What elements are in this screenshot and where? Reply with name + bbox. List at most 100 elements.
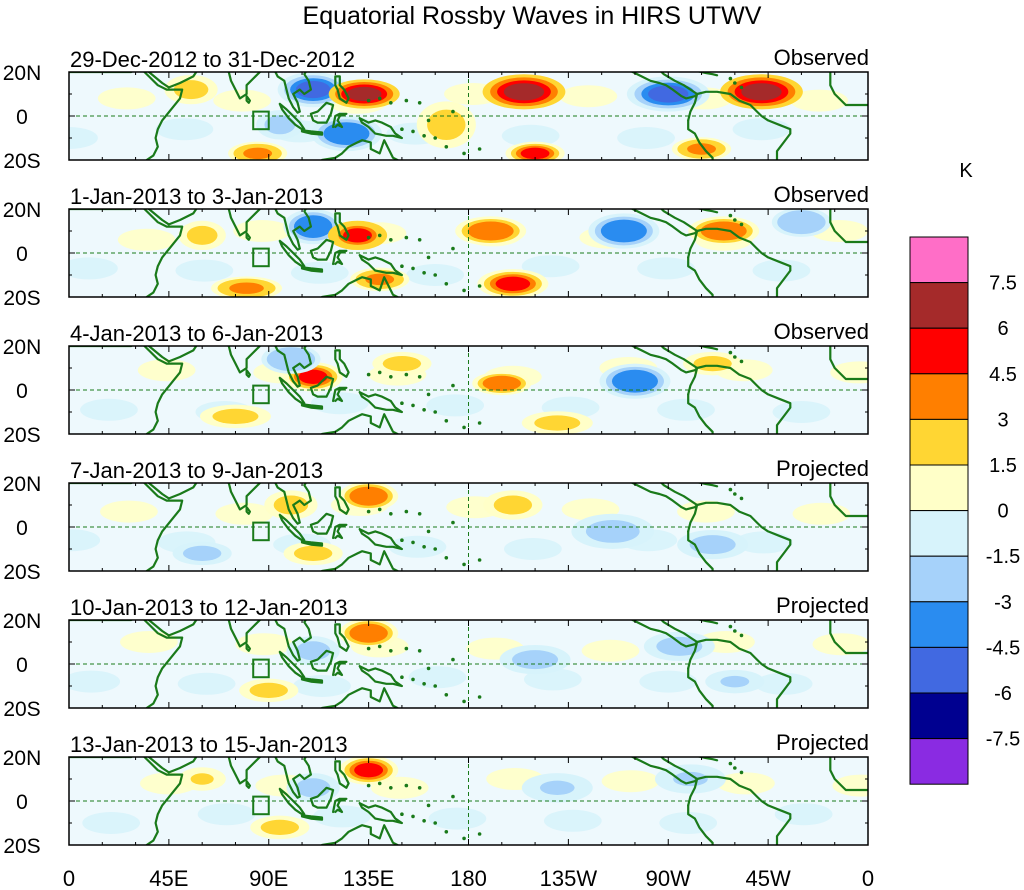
latitude-label: 20N [3,62,42,85]
island-marker [417,101,422,105]
colorbar-swatch [909,327,969,375]
panel-status-label: Observed [774,319,869,344]
colorbar-level-label: 0 [997,501,1008,523]
anomaly-contour [501,124,560,147]
coastline [696,227,792,297]
coastline [300,403,324,410]
anomaly-contour [310,392,369,415]
island-marker [739,770,744,775]
positive-anomaly [741,83,782,101]
island-marker [417,649,422,653]
coastline [696,638,792,708]
coastline [687,503,699,533]
coastline [336,335,338,342]
coastline [245,780,251,789]
positive-anomaly [487,377,517,390]
anomaly-contour [197,803,256,826]
positive-anomaly [431,113,461,137]
island-marker [404,98,409,103]
panel-date-range: 10-Jan-2013 to 12-Jan-2013 [70,595,348,620]
island-marker [417,512,422,516]
negative-anomaly [300,643,327,658]
coastline [309,649,335,672]
reference-box [252,110,270,131]
colorbar-legend: K 7.5 6 4.5 3 1.5 0 -1.5 -3 -4.5 -6 -7.5 [909,160,1020,785]
anomaly-contour [637,257,695,280]
anomaly-contour [100,500,158,523]
island-marker [451,520,455,525]
island-marker [417,375,422,379]
island-marker [477,284,482,288]
colorbar-swatch [909,510,969,557]
coastline [69,346,184,434]
coastline [274,483,312,525]
coastline [245,232,251,241]
island-marker [422,271,426,275]
island-marker [462,836,466,841]
positive-anomaly [243,147,273,160]
island-marker [426,666,431,671]
map-panel-4: 20N 0 20S 7-Jan-2013 to 9-Jan-2013 Projected [3,456,869,584]
coastline [630,483,699,511]
negative-anomaly [592,522,633,540]
latitude-label: 20S [3,287,40,310]
panel-status-label: Projected [776,730,869,755]
latitude-label: 20N [3,610,42,633]
coastline [687,640,699,670]
island-marker [444,556,449,560]
positive-anomaly [254,684,284,697]
coastline [146,757,198,774]
island-marker [739,359,744,364]
island-marker [739,633,744,638]
coastline [687,667,714,708]
figure-title: Equatorial Rossby Waves in HIRS UTWV [303,2,762,30]
panel-plot-area [69,620,868,708]
coastline [300,266,324,273]
reference-box [252,521,270,542]
coastline [245,369,251,378]
coastline [630,620,699,648]
coastline [829,483,868,518]
anomaly-contour [581,639,640,662]
colorbar-level-label: -4.5 [986,637,1020,659]
anomaly-contour [543,809,602,832]
negative-anomaly [298,218,328,236]
colorbar-level-label: -1.5 [986,546,1020,568]
island-marker [477,832,482,836]
coastline [334,349,350,378]
coastline [696,90,792,160]
coastline [358,528,403,551]
anomaly-contour [80,398,138,421]
colorbar-swatch [909,418,969,466]
island-marker [422,819,426,823]
coastline [696,364,792,434]
longitude-label: 90E [249,866,288,890]
longitude-label: 45W [746,866,791,890]
island-marker [426,255,431,260]
colorbar-level-label: 4.5 [989,364,1017,386]
colorbar-level-label: -6 [994,683,1012,705]
coastline [278,102,306,131]
latitude-label: 20N [3,336,42,359]
island-marker [728,487,733,492]
coastline [146,209,198,226]
anomaly-contour [426,394,485,417]
positive-anomaly [298,547,328,560]
anomaly-contour [69,127,98,149]
coastline [245,506,251,515]
positive-anomaly [539,417,575,429]
latitude-label: 20S [3,698,40,721]
latitude-label: 20N [3,747,42,770]
coastline [226,346,262,374]
coastline [309,786,335,809]
panel-plot-area [69,757,868,845]
longitude-label: 135W [540,866,598,890]
island-marker [477,558,482,562]
reference-box [252,795,270,816]
island-marker [400,812,404,816]
coastline [687,393,714,434]
anomaly-contour [792,502,851,525]
map-panel-6: 20N 0 20S 13-Jan-2013 to 15-Jan-2013 Project… [3,730,869,858]
panel-status-label: Observed [774,182,869,207]
